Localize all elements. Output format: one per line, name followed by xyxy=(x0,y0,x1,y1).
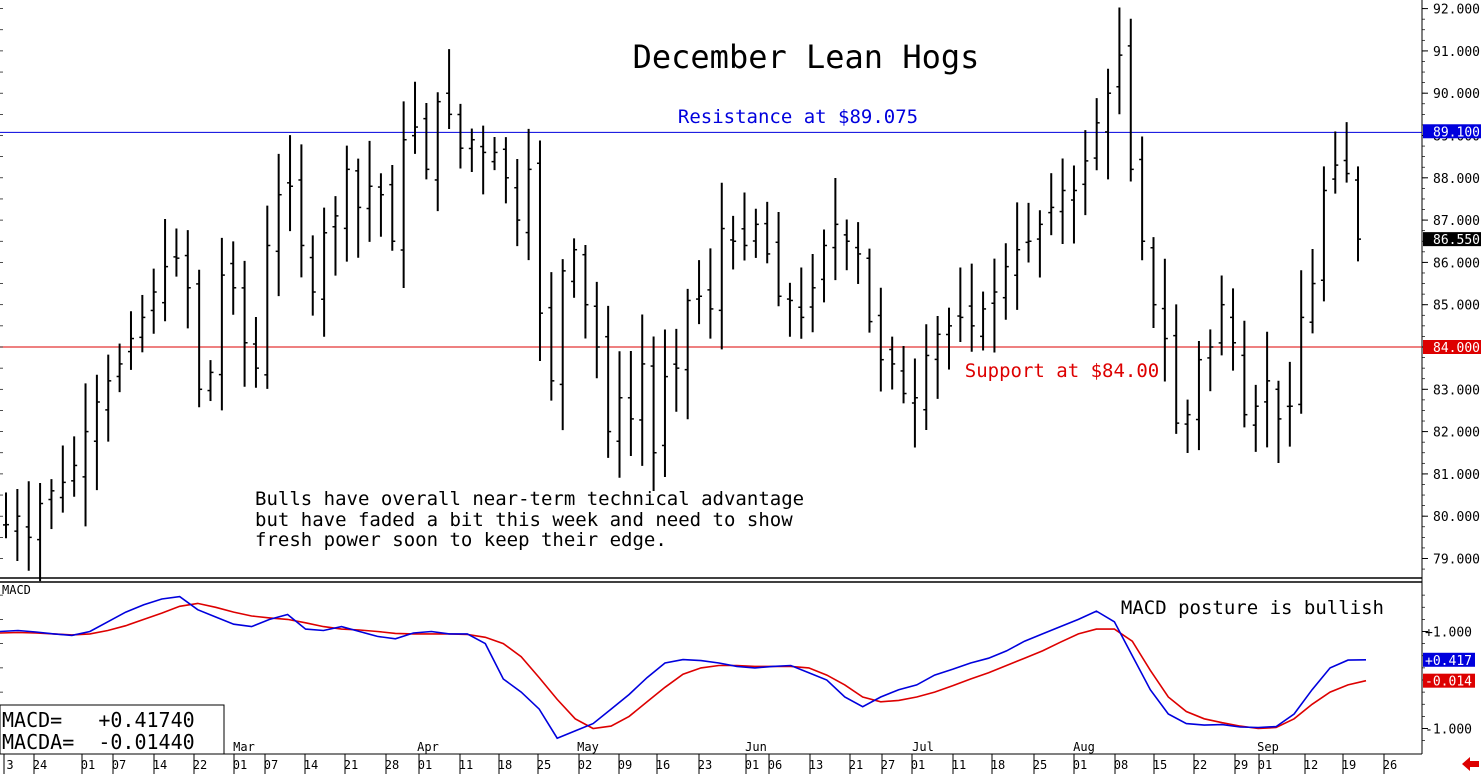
x-day-label: 01 xyxy=(745,758,759,772)
price-badge-label: 89.100 xyxy=(1433,125,1480,140)
x-day-label: 27 xyxy=(881,758,895,772)
y-tick-label: 80.000 xyxy=(1433,510,1480,525)
macd-badge-label: +0.417 xyxy=(1425,654,1472,669)
x-month-label: May xyxy=(577,740,599,754)
resistance-label: Resistance at $89.075 xyxy=(678,106,918,128)
y-tick-label: 88.000 xyxy=(1433,172,1480,187)
y-tick-label: 85.000 xyxy=(1433,299,1480,314)
macd-panel-label: MACD xyxy=(2,583,31,597)
x-day-label: 13 xyxy=(809,758,823,772)
y-tick-label: 81.000 xyxy=(1433,468,1480,483)
macd-legend-value: MACD= +0.41740 xyxy=(2,708,195,732)
x-month-label: Sep xyxy=(1257,740,1279,754)
annotation-line: fresh power soon to keep their edge. xyxy=(255,529,667,551)
x-day-label: 14 xyxy=(304,758,318,772)
x-day-label: 15 xyxy=(1153,758,1167,772)
y-tick-label: 91.000 xyxy=(1433,45,1480,60)
macd-axis: +1.000 -1.000 +0.417 -0.014 xyxy=(0,594,1475,741)
x-month-label: Mar xyxy=(233,740,255,754)
y-tick-label: 90.000 xyxy=(1433,87,1480,102)
x-day-label: 28 xyxy=(385,758,399,772)
price-axis: 79.000 80.000 81.000 82.000 83.000 84.000 85.0… xyxy=(0,3,1481,570)
x-day-label: 21 xyxy=(849,758,863,772)
x-day-label: 09 xyxy=(618,758,632,772)
x-day-label: 11 xyxy=(459,758,473,772)
x-day-label: 14 xyxy=(153,758,167,772)
x-day-label: 07 xyxy=(264,758,278,772)
x-day-label: 29 xyxy=(1234,758,1248,772)
x-day-label: 25 xyxy=(537,758,551,772)
macd-series-macd xyxy=(0,595,1367,740)
x-axis: 3 24 01 07 14 22 01 07 14 21 28 01 11 18 25 02 09 16 23 01 0… xyxy=(3,740,1397,774)
x-day-label: 26 xyxy=(1383,758,1397,772)
chart-title: December Lean Hogs xyxy=(633,38,980,76)
x-day-label: 02 xyxy=(578,758,592,772)
x-day-label: 07 xyxy=(112,758,126,772)
price-badge-label: 86.550 xyxy=(1433,233,1480,248)
x-day-label: 19 xyxy=(1342,758,1356,772)
y-tick-label: 86.000 xyxy=(1433,256,1480,271)
price-badge-label: 84.000 xyxy=(1433,341,1480,356)
x-day-label: 25 xyxy=(1033,758,1047,772)
y-tick-label: 92.000 xyxy=(1433,3,1480,18)
x-day-label: 24 xyxy=(33,758,47,772)
x-day-label: 22 xyxy=(1193,758,1207,772)
x-day-label: 22 xyxy=(193,758,207,772)
x-day-label: 18 xyxy=(991,758,1005,772)
x-month-label: Jun xyxy=(745,740,767,754)
macd-legend: MACD= +0.41740 MACDA= -0.01440 xyxy=(0,704,225,755)
bull-annotation: Bulls have overall near-term technical a… xyxy=(255,488,816,551)
x-day-label: 01 xyxy=(418,758,432,772)
macd-badge-label: -0.014 xyxy=(1425,675,1472,690)
macd-y-tick-label: +1.000 xyxy=(1425,626,1472,641)
macda-legend-value: MACDA= -0.01440 xyxy=(2,730,195,754)
y-tick-label: 82.000 xyxy=(1433,426,1480,441)
x-day-label: 18 xyxy=(498,758,512,772)
x-month-label: Jul xyxy=(912,740,934,754)
macd-badge xyxy=(1423,652,1475,667)
scroll-arrow-icon[interactable] xyxy=(1462,757,1479,771)
support-label: Support at $84.00 xyxy=(965,360,1159,382)
x-day-label: 01 xyxy=(1073,758,1087,772)
price-badge xyxy=(1423,232,1481,247)
x-day-label: 01 xyxy=(1258,758,1272,772)
price-badge xyxy=(1423,340,1481,354)
y-tick-label: 87.000 xyxy=(1433,214,1480,229)
price-badge xyxy=(1423,124,1481,139)
x-day-label: 21 xyxy=(344,758,358,772)
macd-annotation: MACD posture is bullish xyxy=(1121,597,1384,619)
x-month-label: Aug xyxy=(1073,740,1095,754)
price-bars xyxy=(3,7,1361,582)
x-day-label: 06 xyxy=(768,758,782,772)
x-day-label: 01 xyxy=(233,758,247,772)
macd-lines xyxy=(0,595,1367,740)
x-day-label: 08 xyxy=(1114,758,1128,772)
annotation-line: but have faded a bit this week and need … xyxy=(255,509,793,531)
x-day-label: 23 xyxy=(698,758,712,772)
x-day-label: 11 xyxy=(952,758,966,772)
annotation-line: Bulls have overall near-term technical a… xyxy=(255,488,804,510)
macd-series-macda xyxy=(0,602,1367,730)
macd-badge xyxy=(1423,673,1475,688)
x-day-label: 01 xyxy=(911,758,925,772)
y-tick-label: 83.000 xyxy=(1433,383,1480,398)
x-day-label: 3 xyxy=(6,758,13,772)
price-lines xyxy=(0,131,1422,348)
x-month-label: Apr xyxy=(417,740,439,754)
x-day-label: 01 xyxy=(81,758,95,772)
y-tick-label: 79.000 xyxy=(1433,553,1480,568)
macd-y-tick-label: -1.000 xyxy=(1425,723,1472,738)
x-day-label: 12 xyxy=(1304,758,1318,772)
x-day-label: 16 xyxy=(656,758,670,772)
